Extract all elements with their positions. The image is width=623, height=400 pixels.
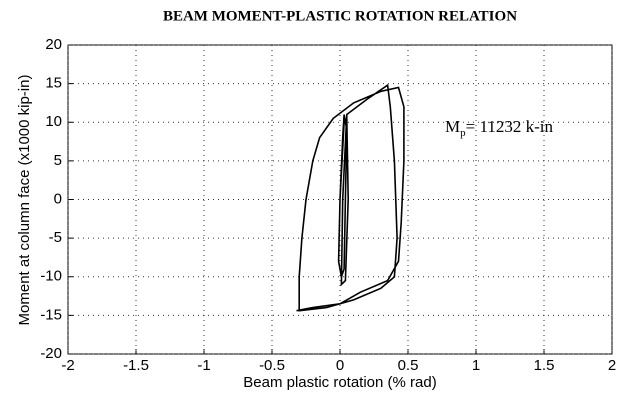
y-axis-label: Moment at column face (x1000 kip-in) xyxy=(16,75,33,326)
y-tick-label: -5 xyxy=(49,229,62,246)
x-tick-label: 2 xyxy=(608,357,616,374)
hysteresis-line xyxy=(296,83,405,312)
annotation: Mp= 11232 k-in xyxy=(445,117,553,139)
x-tick-label: 0.5 xyxy=(398,357,419,374)
x-tick-label: -0.5 xyxy=(259,357,285,374)
y-tick-label: -10 xyxy=(40,268,62,285)
x-tick-label: -1.5 xyxy=(123,357,149,374)
x-tick-label: 1 xyxy=(472,357,480,374)
y-tick-label: 20 xyxy=(45,36,62,53)
y-tick-label: -15 xyxy=(40,306,62,323)
y-tick-label: 0 xyxy=(54,190,62,207)
x-axis-label: Beam plastic rotation (% rad) xyxy=(243,374,436,391)
y-tick-label: 5 xyxy=(54,152,62,169)
y-tick-label: 10 xyxy=(45,113,62,130)
x-tick-label: -2 xyxy=(61,357,74,374)
y-tick-label: 15 xyxy=(45,75,62,92)
annotation-main: M xyxy=(445,117,460,136)
x-tick-label: -1 xyxy=(197,357,210,374)
annotation-rest: = 11232 k-in xyxy=(466,117,554,136)
x-tick-label: 1.5 xyxy=(534,357,555,374)
y-tick-label: -20 xyxy=(40,345,62,362)
x-tick-label: 0 xyxy=(336,357,344,374)
chart-title: BEAM MOMENT-PLASTIC ROTATION RELATION xyxy=(163,8,517,24)
annotation-subscript: p xyxy=(460,127,466,139)
